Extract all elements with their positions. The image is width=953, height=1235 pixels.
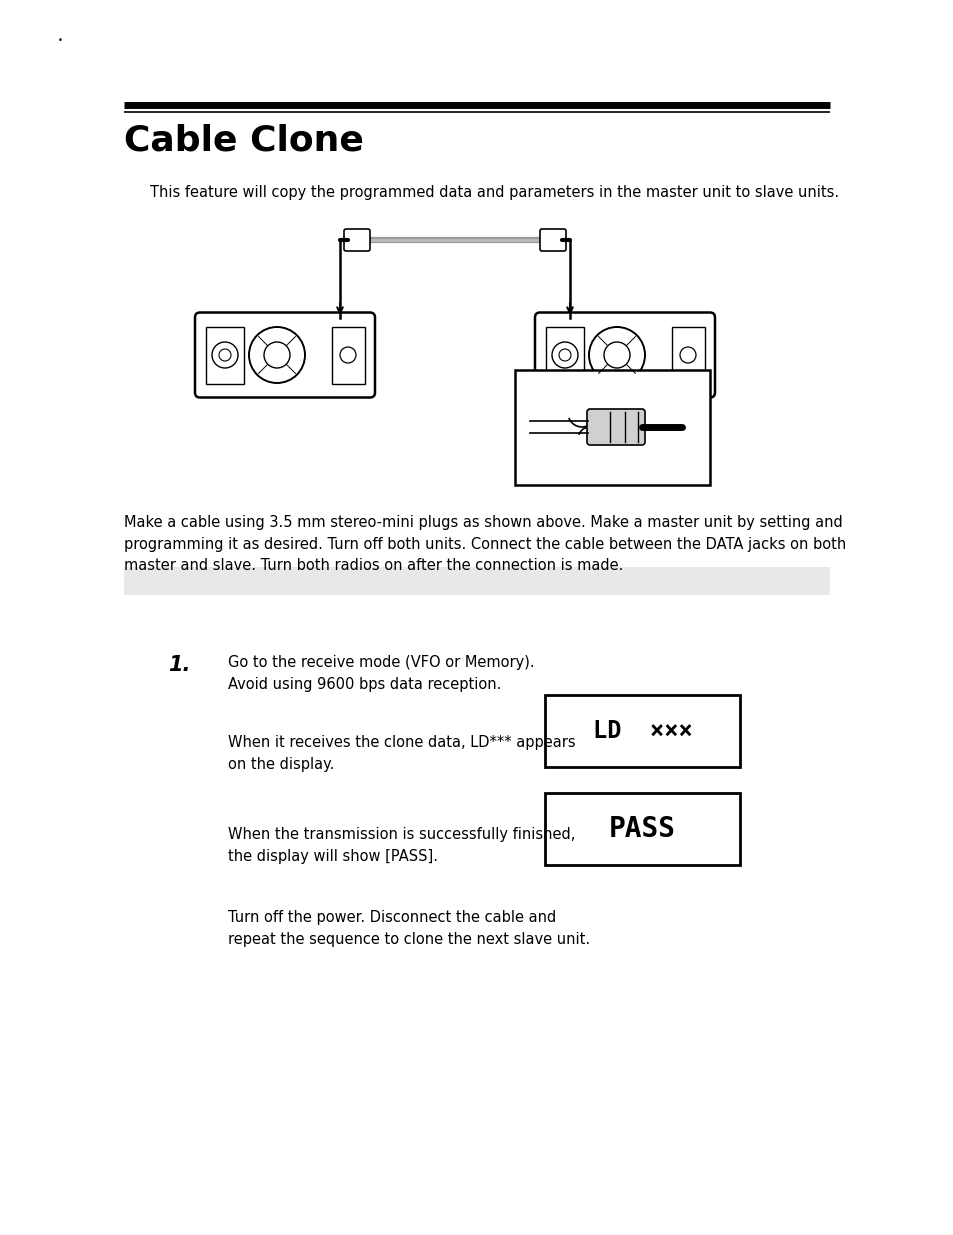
Bar (332, 326, 365, 384)
Text: When the transmission is successfully finished,
the display will show [PASS].: When the transmission is successfully fi… (228, 827, 575, 863)
Bar (544, 793, 740, 864)
FancyBboxPatch shape (344, 228, 370, 251)
Text: PASS: PASS (608, 815, 676, 844)
Text: Go to the receive mode (VFO or Memory).
Avoid using 9600 bps data reception.: Go to the receive mode (VFO or Memory). … (228, 655, 534, 692)
Text: Cable Clone: Cable Clone (124, 124, 363, 157)
Text: This feature will copy the programmed data and parameters in the master unit to : This feature will copy the programmed da… (150, 185, 839, 200)
Text: LD  ×××: LD ××× (592, 719, 692, 743)
Bar (671, 326, 704, 384)
FancyBboxPatch shape (586, 409, 644, 445)
Bar (515, 370, 709, 485)
Bar (545, 326, 583, 384)
FancyBboxPatch shape (539, 228, 565, 251)
Text: Turn off the power. Disconnect the cable and
repeat the sequence to clone the ne: Turn off the power. Disconnect the cable… (228, 910, 590, 946)
FancyBboxPatch shape (194, 312, 375, 398)
Text: 1.: 1. (168, 655, 191, 676)
Text: •: • (57, 36, 62, 44)
FancyBboxPatch shape (535, 312, 714, 398)
Text: Make a cable using 3.5 mm stereo-mini plugs as shown above. Make a master unit b: Make a cable using 3.5 mm stereo-mini pl… (124, 515, 845, 573)
Text: When it receives the clone data, LD*** appears
on the display.: When it receives the clone data, LD*** a… (228, 735, 575, 772)
Bar (124, 567, 829, 595)
Bar (206, 326, 244, 384)
Bar (544, 695, 740, 767)
